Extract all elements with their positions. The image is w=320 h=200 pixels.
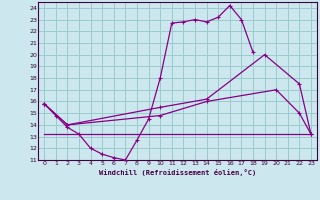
X-axis label: Windchill (Refroidissement éolien,°C): Windchill (Refroidissement éolien,°C) <box>99 169 256 176</box>
